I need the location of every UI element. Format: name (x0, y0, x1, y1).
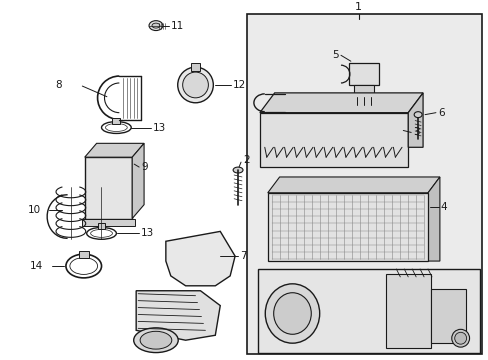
Bar (353, 85, 373, 97)
Ellipse shape (451, 329, 468, 347)
Ellipse shape (264, 284, 319, 343)
Ellipse shape (413, 112, 421, 118)
Bar (190, 63, 200, 71)
Text: 4: 4 (440, 202, 447, 212)
Text: 13: 13 (153, 122, 166, 132)
Ellipse shape (140, 331, 171, 349)
Text: 14: 14 (29, 261, 42, 271)
Text: 10: 10 (27, 204, 41, 215)
Polygon shape (132, 143, 144, 219)
Ellipse shape (149, 21, 163, 31)
Text: 6: 6 (437, 108, 444, 118)
Bar (430, 289, 465, 343)
Polygon shape (259, 93, 422, 113)
Text: 12: 12 (233, 80, 246, 90)
Ellipse shape (177, 67, 213, 103)
Bar (246, 14, 482, 354)
Bar (267, 193, 427, 261)
Polygon shape (427, 177, 439, 261)
Bar (386, 274, 430, 348)
Bar (348, 63, 378, 85)
Polygon shape (407, 93, 422, 147)
Text: 7: 7 (240, 251, 246, 261)
Text: 5: 5 (332, 50, 338, 60)
Text: 3: 3 (412, 127, 419, 138)
Text: 11: 11 (170, 21, 183, 31)
Text: 1: 1 (355, 2, 362, 12)
Ellipse shape (233, 167, 243, 173)
Text: 13: 13 (141, 228, 154, 238)
Polygon shape (165, 231, 235, 286)
Ellipse shape (133, 328, 178, 352)
Ellipse shape (454, 332, 466, 344)
Bar (98, 224, 105, 229)
Bar (259, 113, 407, 167)
Polygon shape (84, 143, 144, 157)
Bar (84, 157, 132, 219)
Polygon shape (136, 291, 220, 340)
Text: 2: 2 (243, 155, 249, 165)
Bar (79, 251, 88, 258)
Bar (112, 118, 120, 123)
Bar (257, 269, 480, 353)
Bar (81, 219, 135, 226)
Text: 8: 8 (55, 80, 62, 90)
Text: 9: 9 (141, 162, 147, 172)
Polygon shape (267, 177, 439, 193)
Ellipse shape (273, 293, 311, 334)
Ellipse shape (152, 23, 160, 28)
Ellipse shape (183, 72, 208, 98)
